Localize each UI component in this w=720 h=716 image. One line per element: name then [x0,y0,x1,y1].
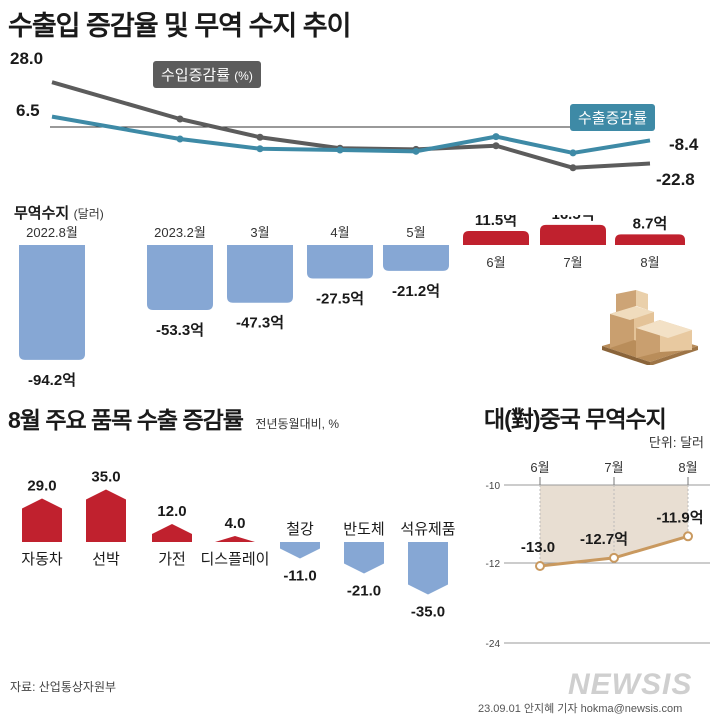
month-label: 8월 [640,255,659,270]
series-point [492,133,500,141]
china-value-label: -13.0 [521,539,555,556]
item-bar [152,524,192,542]
item-name-label: 자동차 [21,551,63,568]
china-y-tick: -12 [486,559,501,570]
balance-bar [307,245,373,279]
month-label: 5월 [406,225,425,240]
item-value-label: -35.0 [411,604,445,621]
china-month-label: 8월 [678,460,697,475]
month-label: 2023.2월 [154,225,206,240]
item-bar [215,536,255,542]
china-y-tick: -10 [486,481,501,492]
china-chart-title: 대(對)중국 무역수지 [484,406,667,432]
china-value-label: -11.9억 [656,508,703,526]
balance-value-label: 11.5억 [475,215,517,229]
item-bar [22,498,62,542]
balance-value-label: -47.3억 [236,314,284,332]
balance-value-label: -27.5억 [316,290,364,308]
balance-bar [615,234,685,245]
month-label: 6월 [486,255,505,270]
series-point [256,133,264,141]
china-month-label: 6월 [530,460,549,475]
balance-value-label: -53.3억 [156,321,204,339]
export-series-name: 수출증감률 [578,110,648,127]
item-bar [280,542,320,559]
newsis-logo: NEWSIS [568,668,693,701]
export-last-label: -8.4 [669,135,699,154]
items-export-bar-chart: 29.0 자동차 35.0 선박 12.0 가전 4.0 디스플레이 -11.0 철강 -21.0 반… [21,469,455,621]
item-name-label: 석유제품 [400,521,455,538]
item-bar [344,542,384,574]
balance-value-label: 8.7억 [633,215,668,232]
balance-value-label: -94.2억 [28,371,76,389]
balance-value-label: -21.2억 [392,282,440,300]
items-title-row: 8월 주요 품목 수출 증감률 전년동월대비, % [8,401,339,435]
series-line-export [51,114,651,155]
china-point [535,561,545,571]
item-value-label: 12.0 [157,503,186,520]
china-point [609,552,619,563]
item-value-label: -11.0 [283,568,316,585]
item-value-label: 35.0 [91,469,120,486]
month-label: 4월 [330,225,349,240]
export-first-label: 6.5 [16,101,40,120]
import-series-name: 수입증감률 [161,67,231,84]
series-point [176,135,184,143]
china-month-label: 7월 [604,460,623,475]
series-point [492,142,500,150]
series-point [256,145,264,153]
series-point [569,164,577,172]
import-series-unit: (%) [234,69,253,83]
series-point [176,115,184,123]
china-y-tick: -24 [486,639,501,650]
item-value-label: 4.0 [225,515,246,532]
month-label: 2022.8월 [26,225,78,240]
trade-balance-title-row: 무역수지 (달러) [14,202,104,223]
item-name-label: 반도체 [343,521,384,538]
import-first-label: 28.0 [10,49,43,68]
balance-bar [147,245,213,311]
series-point [569,149,577,157]
china-point [683,531,693,542]
trade-balance-unit: (달러) [73,207,104,221]
item-name-label: 가전 [158,551,186,568]
item-name-label: 디스플레이 [200,551,269,568]
source-text: 자료: 산업통상자원부 [10,680,117,694]
china-value-label: -12.7억 [580,530,628,548]
series-line-import [51,80,651,170]
balance-bar [383,245,449,271]
import-series-tag: 수입증감률 (%) [153,61,261,88]
item-value-label: -21.0 [347,583,381,600]
cargo-boxes-illustration [602,290,698,365]
item-name-label: 선박 [92,551,120,568]
credit-text: 23.09.01 안지혜 기자 hokma@newsis.com [478,703,683,715]
china-chart-unit: 단위: 달러 [648,435,704,450]
trade-balance-title: 무역수지 [14,205,70,222]
item-bar [408,542,448,595]
balance-bar [227,245,293,303]
month-label: 7월 [563,255,582,270]
china-trade-line-chart: -10 -12 -24 6월 7월 8월 -13.0 -12.7억 -11.9억 [486,460,710,650]
item-value-label: 29.0 [27,478,56,495]
month-label: 3월 [250,225,269,240]
trade-balance-bar-chart: -94.2억 2022.8월 -53.3억 2023.2월 -47.3억 3월 -27.5억… [19,215,685,389]
page-title: 수출입 증감율 및 무역 수지 추이 [8,11,351,41]
item-name-label: 철강 [286,521,314,538]
import-last-label: -22.8 [656,170,695,189]
item-bar [86,489,126,542]
balance-bar [19,245,85,360]
export-import-line-chart: 28.0 6.5 -8.4 -22.8 [10,49,699,189]
items-chart-subtitle: 전년동월대비, % [255,417,339,431]
balance-bar [540,224,606,245]
balance-value-label: 16.5억 [552,215,595,223]
balance-bar [463,230,529,245]
items-chart-title: 8월 주요 품목 수출 증감률 [8,407,244,433]
export-series-tag: 수출증감률 [570,104,656,131]
series-point [412,147,420,155]
series-point [336,146,344,154]
